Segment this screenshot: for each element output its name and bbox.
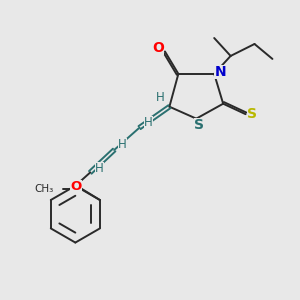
- Text: H: H: [118, 137, 127, 151]
- Text: H: H: [155, 91, 164, 103]
- Text: H: H: [95, 162, 103, 175]
- Text: CH₃: CH₃: [35, 184, 54, 194]
- Text: H: H: [144, 116, 153, 129]
- Text: S: S: [194, 118, 204, 132]
- Text: O: O: [152, 41, 164, 55]
- Text: O: O: [70, 180, 82, 193]
- Text: N: N: [214, 65, 226, 80]
- Text: S: S: [247, 106, 257, 121]
